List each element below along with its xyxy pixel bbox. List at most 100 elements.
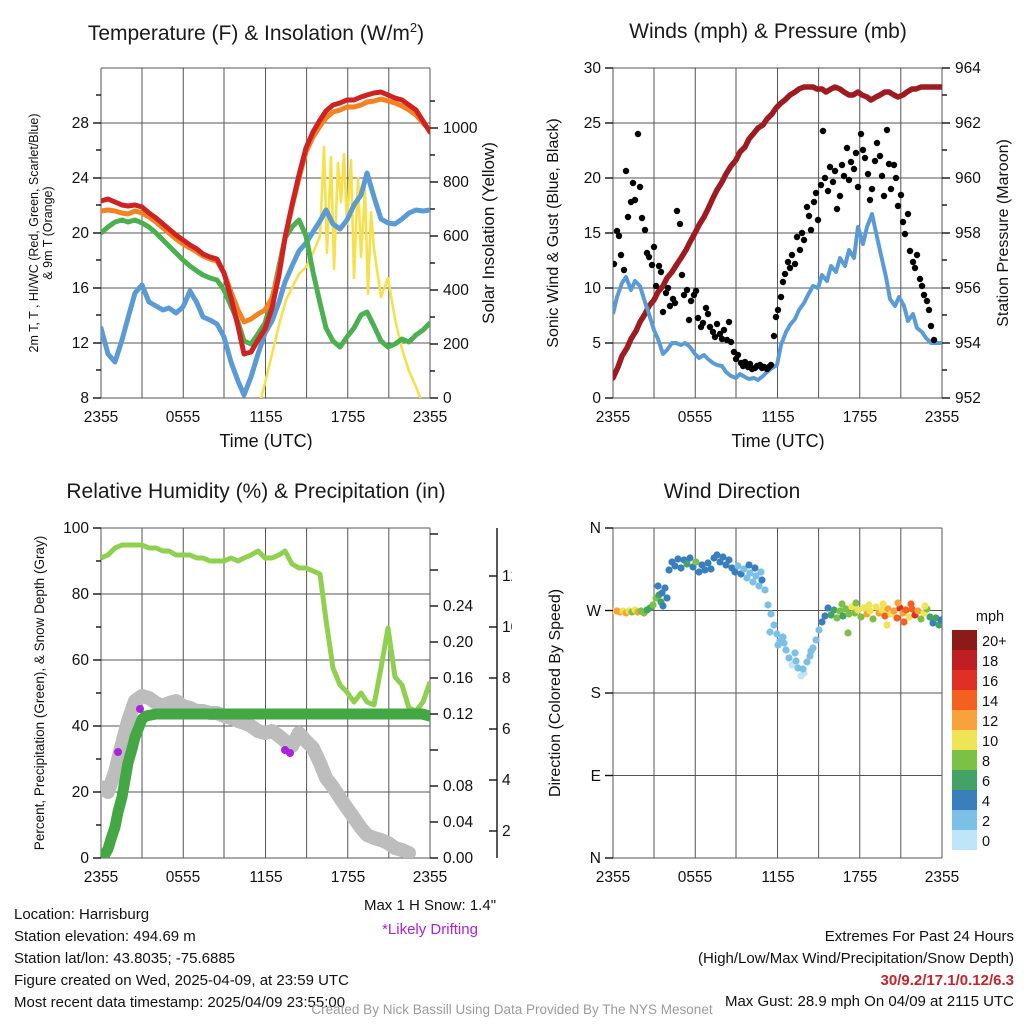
snowdepth-axis-ticklabels: 2 4 6 8 10 12 [502,568,512,840]
gust-scatter-series [613,126,938,373]
svg-text:4: 4 [982,794,990,810]
insolation-yaxis-label: Solar Insolation (Yellow) [479,142,498,324]
svg-text:0: 0 [592,390,601,407]
colorbar-swatch [952,710,977,730]
svg-text:20: 20 [584,170,602,187]
svg-text:15: 15 [584,225,601,242]
svg-text:0.24: 0.24 [443,598,474,615]
humidity-panel-title: Relative Humidity (%) & Precipitation (i… [66,480,446,503]
winddirection-xticklabels: 2355 0555 1155 1755 2355 [596,869,959,886]
winds-left-ticklabels: 0 5 10 15 20 25 30 [584,60,602,407]
svg-text:4: 4 [502,772,511,789]
svg-text:200: 200 [443,336,469,353]
svg-text:2355: 2355 [413,869,447,886]
svg-text:30: 30 [584,60,602,77]
winds-chart: 0 5 10 15 20 25 30 952 954 956 958 960 9… [545,60,1012,450]
svg-text:1755: 1755 [843,869,877,886]
precip-axis-ticks [430,533,438,859]
winds-left-ticks [605,67,613,399]
winddirection-left-ticklabels: N W S E N [586,520,601,867]
svg-text:8: 8 [80,390,89,407]
svg-text:14: 14 [982,694,998,710]
footer-figure-created: Figure created on Wed, 2025-04-09, at 23… [14,972,349,989]
colorbar-swatch [952,630,977,650]
svg-text:0.00: 0.00 [443,850,474,867]
svg-text:1155: 1155 [761,409,794,426]
precipitation-series [101,708,430,858]
svg-text:400: 400 [443,282,469,299]
svg-text:952: 952 [955,390,981,407]
temperature-xticklabels: 2355 0555 1155 1755 2355 [84,409,447,426]
extremes-heading: Extremes For Past 24 Hours [824,928,1014,945]
svg-text:0555: 0555 [678,409,712,426]
svg-text:956: 956 [955,280,981,297]
panel-temperature: Temperature (F) & Insolation (W/m2) [0,0,512,460]
two-meter-temperature-series [101,89,430,357]
humidity-left-ticks [93,527,101,859]
snow-depth-series [101,689,416,858]
colorbar-swatch [952,730,977,750]
svg-text:W: W [586,603,601,620]
winddirection-gridlines [612,527,943,859]
station-pressure-series [613,84,942,381]
svg-text:16: 16 [72,280,89,297]
svg-text:24: 24 [72,170,90,187]
svg-text:958: 958 [955,225,981,242]
svg-text:5: 5 [592,335,601,352]
svg-text:6: 6 [982,774,990,790]
svg-text:1755: 1755 [331,869,365,886]
temperature-left-ticklabels: 8 12 16 20 24 28 [72,115,90,407]
svg-text:28: 28 [72,115,89,132]
colorbar-ticklabels: 20+ 18 16 14 12 10 8 6 4 2 0 [982,634,1007,850]
extremes-subheading: (High/Low/Max Wind/Precipitation/Snow De… [698,950,1014,967]
svg-text:1155: 1155 [761,869,794,886]
colorbar-swatch [952,750,977,770]
svg-text:12: 12 [72,335,89,352]
svg-text:2355: 2355 [84,869,118,886]
svg-text:6: 6 [502,721,511,738]
svg-text:S: S [591,685,601,702]
svg-text:954: 954 [955,335,981,352]
temperature-left-ticks [93,94,101,399]
svg-text:40: 40 [72,718,90,735]
humidity-left-ticklabels: 0 20 40 60 80 100 [63,520,89,867]
winds-xaxis-title: Time (UTC) [731,431,824,450]
temperature-title-sup: 2 [409,20,418,35]
svg-text:600: 600 [443,228,469,245]
svg-text:100: 100 [63,520,89,537]
relative-humidity-series [101,542,430,714]
precip-axis-ticklabels: 0.00 0.04 0.08 0.12 0.16 0.20 0.24 [443,598,474,867]
svg-text:0555: 0555 [166,869,200,886]
temperature-chart: 8 12 16 20 24 28 0 200 400 600 800 1000 … [27,67,498,450]
temperature-title-main: Temperature (F) & Insolation (W/m [87,22,410,45]
winddirection-panel-title: Wind Direction [663,480,801,503]
svg-text:60: 60 [72,652,90,669]
svg-text:2: 2 [502,823,511,840]
svg-text:2355: 2355 [84,409,118,426]
svg-text:8: 8 [502,670,511,687]
svg-text:964: 964 [955,60,981,77]
svg-text:E: E [591,768,601,785]
svg-text:0: 0 [443,390,452,407]
temperature-gridlines [100,67,431,399]
windspeed-colorbar: mph 20+ 18 16 14 12 10 [952,609,1007,850]
svg-text:0555: 0555 [678,869,712,886]
winddirection-chart: N W S E N 2355 0555 1155 1755 2355 Direc… [547,520,1007,886]
svg-text:962: 962 [955,115,981,132]
svg-text:20+: 20+ [982,634,1007,650]
sonic-wind-series [613,212,942,382]
svg-text:16: 16 [982,674,998,690]
colorbar-swatch [952,670,977,690]
svg-text:12: 12 [502,568,512,585]
footer-location: Location: Harrisburg [14,906,150,923]
colorbar-swatch [952,650,977,670]
panel-humidity: Relative Humidity (%) & Precipitation (i… [0,460,512,938]
winds-right-ticklabels: 952 954 956 958 960 962 964 [955,60,981,407]
svg-text:N: N [590,850,601,867]
svg-text:10: 10 [982,734,998,750]
colorbar-swatch [952,770,977,790]
colorbar-swatch [952,690,977,710]
temperature-panel-title: Temperature (F) & Insolation (W/m2) [0,20,512,46]
svg-text:2: 2 [982,814,990,830]
svg-text:1155: 1155 [249,869,282,886]
